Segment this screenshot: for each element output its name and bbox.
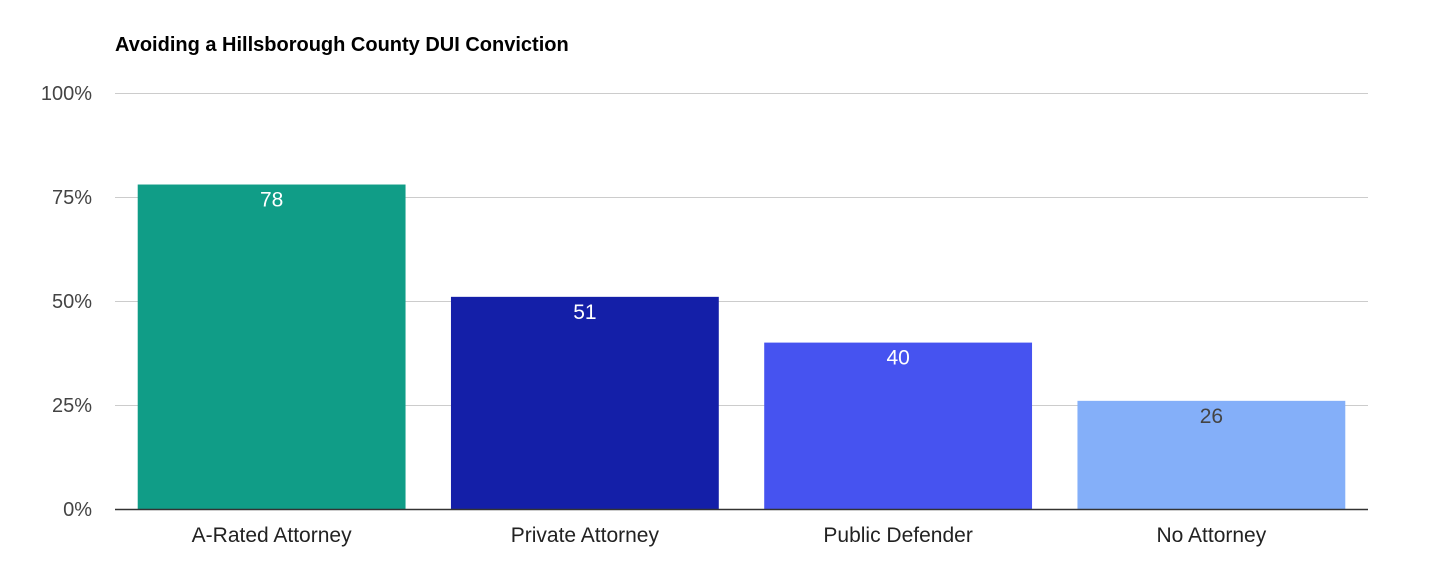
x-category-label: A-Rated Attorney [192, 524, 352, 547]
x-axis-category-labels: A-Rated Attorney Private Attorney Public D… [192, 524, 1267, 547]
bar-data-label: 78 [260, 189, 283, 212]
y-axis-tick-labels: 0% 25% 50% 75% 100% [41, 83, 92, 521]
bar-data-label: 26 [1200, 405, 1223, 428]
y-tick-label: 50% [52, 291, 92, 313]
x-category-label: Public Defender [823, 524, 972, 547]
bar-data-label: 51 [573, 301, 596, 324]
y-tick-label: 0% [63, 499, 92, 521]
bar [764, 342, 1033, 509]
bar [450, 296, 719, 509]
bars: 78 51 40 26 [137, 184, 1346, 509]
bar [137, 184, 406, 509]
x-category-label: Private Attorney [511, 524, 660, 547]
y-tick-label: 25% [52, 395, 92, 417]
y-tick-label: 75% [52, 187, 92, 209]
y-tick-label: 100% [41, 83, 92, 105]
chart-title: Avoiding a Hillsborough County DUI Convi… [115, 34, 569, 56]
bar-data-label: 40 [886, 347, 909, 370]
x-category-label: No Attorney [1157, 524, 1267, 547]
bar [1077, 400, 1346, 509]
